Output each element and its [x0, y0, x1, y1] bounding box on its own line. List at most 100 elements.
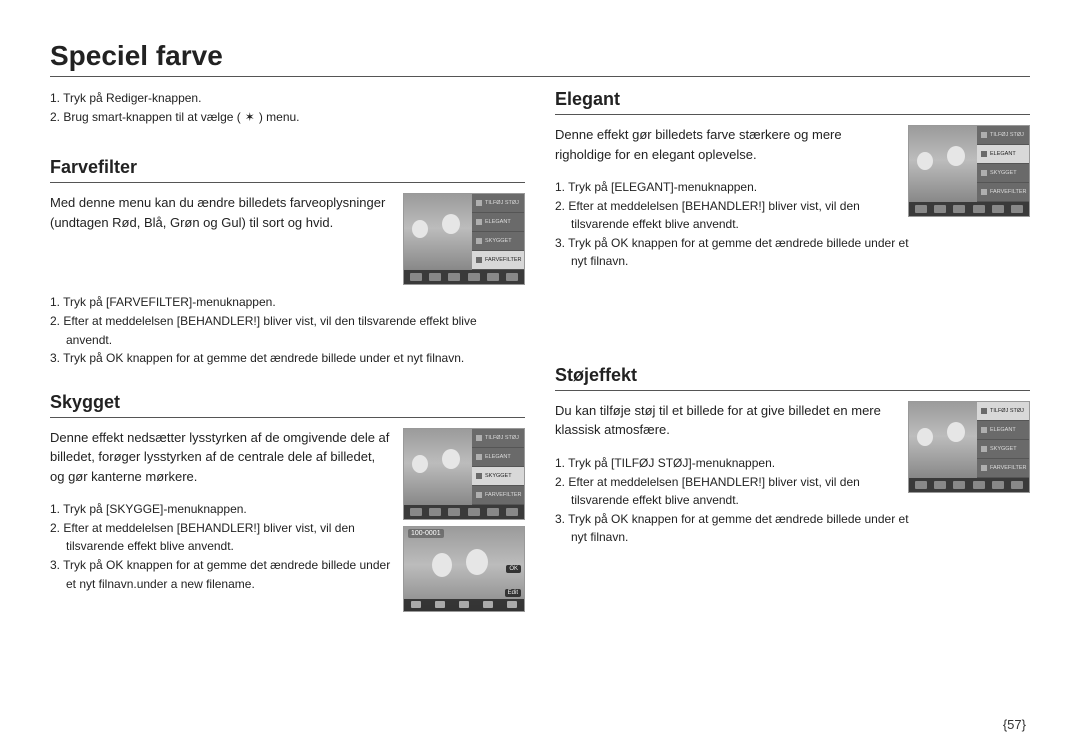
menu-item-icon: [981, 151, 987, 157]
farvefilter-step-1: 1. Tryk på [FARVEFILTER]-menuknappen.: [66, 293, 525, 312]
intro-step-1: 1. Tryk på Rediger-knappen.: [50, 89, 525, 108]
elegant-screenshot: TILFØJ STØJ ELEGANT SKYGGET FARVEFILTER: [908, 125, 1030, 217]
page-title: Speciel farve: [50, 40, 1030, 77]
cam-menu-item: SKYGGET: [472, 232, 524, 251]
menu-item-label: TILFØJ STØJ: [485, 200, 519, 206]
menu-item-icon: [981, 189, 987, 195]
menu-item-label: TILFØJ STØJ: [990, 408, 1024, 414]
right-column: Elegant TILFØJ STØJ ELEGANT SKYGGET FARVEFI…: [555, 89, 1030, 625]
menu-item-label: FARVEFILTER: [485, 492, 521, 498]
skygget-step-2: 2. Efter at meddelelsen [BEHANDLER!] bli…: [66, 519, 393, 556]
cam-menu: TILFØJ STØJ ELEGANT SKYGGET FARVEFILTER: [472, 429, 524, 505]
menu-item-icon: [476, 454, 482, 460]
menu-item-label: ELEGANT: [990, 427, 1016, 433]
page-number: {57}: [1003, 717, 1026, 732]
elegant-step-3: 3. Tryk på OK knappen for at gemme det æ…: [571, 234, 925, 271]
intro-step-2-post: ) menu.: [259, 108, 300, 127]
cam-menu-item: TILFØJ STØJ: [472, 429, 524, 448]
menu-item-icon: [981, 465, 987, 471]
skygget-body: Denne effekt nedsætter lysstyrken af de …: [50, 428, 525, 617]
menu-item-icon: [981, 446, 987, 452]
cam-menu-item: SKYGGET: [977, 164, 1029, 183]
farvefilter-heading: Farvefilter: [50, 157, 525, 183]
menu-item-label: TILFØJ STØJ: [990, 132, 1024, 138]
menu-item-icon: [981, 170, 987, 176]
cam-photo: [404, 194, 472, 270]
left-column: 1. Tryk på Rediger-knappen. 2. Brug smar…: [50, 89, 525, 625]
cam-menu-item: FARVEFILTER: [977, 183, 1029, 202]
menu-item-icon: [476, 492, 482, 498]
stoj-step-3: 3. Tryk på OK knappen for at gemme det æ…: [571, 510, 925, 547]
stoj-heading: Støjeffekt: [555, 365, 1030, 391]
skygget-desc: Denne effekt nedsætter lysstyrken af de …: [50, 428, 393, 487]
cam-photo: [909, 402, 977, 478]
cam-menu: TILFØJ STØJ ELEGANT SKYGGET FARVEFILTER: [977, 402, 1029, 478]
menu-item-icon: [981, 427, 987, 433]
cam-menu-item: ELEGANT: [977, 145, 1029, 164]
menu-item-label: SKYGGET: [485, 238, 512, 244]
cam-menu-item: SKYGGET: [977, 440, 1029, 459]
result-bottom-bar: [404, 599, 524, 611]
cam-menu-item: ELEGANT: [977, 421, 1029, 440]
cam-bottom-bar: [404, 270, 524, 284]
menu-item-label: FARVEFILTER: [485, 257, 521, 263]
cam-menu-item: ELEGANT: [472, 213, 524, 232]
cam-bottom-bar: [909, 478, 1029, 492]
menu-item-label: ELEGANT: [485, 454, 511, 460]
intro-steps: 1. Tryk på Rediger-knappen. 2. Brug smar…: [50, 89, 525, 127]
cam-menu-item: ELEGANT: [472, 448, 524, 467]
result-counter: 100-0001: [408, 529, 444, 538]
menu-item-icon: [476, 257, 482, 263]
intro-step-2-pre: 2. Brug smart-knappen til at vælge (: [50, 108, 241, 127]
menu-item-label: SKYGGET: [485, 473, 512, 479]
menu-item-icon: [476, 200, 482, 206]
stoj-step-2: 2. Efter at meddelelsen [BEHANDLER!] bli…: [571, 473, 925, 510]
menu-item-label: TILFØJ STØJ: [485, 435, 519, 441]
skygget-result-screenshot: 100-0001 OK Edit: [403, 526, 525, 612]
skygget-steps: 1. Tryk på [SKYGGE]-menuknappen. 2. Efte…: [50, 500, 393, 593]
farvefilter-body: Med denne menu kan du ændre billedets fa…: [50, 193, 525, 285]
cam-menu-item: FARVEFILTER: [472, 486, 524, 505]
cam-bottom-bar: [909, 202, 1029, 216]
cam-menu-item: SKYGGET: [472, 467, 524, 486]
result-ok-label: OK: [506, 565, 521, 573]
star-icon: ✶: [245, 108, 255, 127]
cam-menu-item: FARVEFILTER: [977, 459, 1029, 478]
cam-menu: TILFØJ STØJ ELEGANT SKYGGET FARVEFILTER: [472, 194, 524, 270]
stoj-step-1: 1. Tryk på [TILFØJ STØJ]-menuknappen.: [571, 454, 925, 473]
menu-item-label: FARVEFILTER: [990, 189, 1026, 195]
content-columns: 1. Tryk på Rediger-knappen. 2. Brug smar…: [50, 89, 1030, 625]
menu-item-icon: [476, 238, 482, 244]
skygget-screenshot: TILFØJ STØJ ELEGANT SKYGGET FARVEFILTER: [403, 428, 525, 520]
stoj-body: TILFØJ STØJELEGANTSKYGGETFARVEFILTER Du …: [555, 401, 1030, 571]
skygget-step-1: 1. Tryk på [SKYGGE]-menuknappen.: [66, 500, 393, 519]
farvefilter-step-2: 2. Efter at meddelelsen [BEHANDLER!] bli…: [66, 312, 525, 349]
farvefilter-step-3: 3. Tryk på OK knappen for at gemme det æ…: [66, 349, 525, 368]
cam-bottom-bar: [404, 505, 524, 519]
menu-item-label: ELEGANT: [485, 219, 511, 225]
farvefilter-steps: 1. Tryk på [FARVEFILTER]-menuknappen. 2.…: [50, 293, 525, 367]
cam-menu: TILFØJ STØJ ELEGANT SKYGGET FARVEFILTER: [977, 126, 1029, 202]
result-edit-label: Edit: [505, 589, 521, 597]
cam-menu-item: TILFØJ STØJ: [472, 194, 524, 213]
menu-item-label: ELEGANT: [990, 151, 1016, 157]
menu-item-icon: [981, 132, 987, 138]
elegant-step-2: 2. Efter at meddelelsen [BEHANDLER!] bli…: [571, 197, 925, 234]
menu-item-label: SKYGGET: [990, 170, 1017, 176]
menu-item-label: FARVEFILTER: [990, 465, 1026, 471]
stoj-screenshot: TILFØJ STØJ ELEGANT SKYGGET FARVEFILTER: [908, 401, 1030, 493]
cam-menu-item: TILFØJ STØJ: [977, 402, 1029, 421]
intro-step-2: 2. Brug smart-knappen til at vælge ( ✶ )…: [50, 108, 525, 127]
farvefilter-screenshot: TILFØJ STØJ ELEGANT SKYGGET FARVEFILTER: [403, 193, 525, 285]
elegant-heading: Elegant: [555, 89, 1030, 115]
elegant-steps: 1. Tryk på [ELEGANT]-menuknappen. 2. Eft…: [555, 178, 925, 271]
menu-item-icon: [476, 473, 482, 479]
cam-menu-item: TILFØJ STØJ: [977, 126, 1029, 145]
skygget-images: TILFØJ STØJ ELEGANT SKYGGET FARVEFILTER 100…: [403, 428, 525, 617]
menu-item-label: SKYGGET: [990, 446, 1017, 452]
cam-menu-item: FARVEFILTER: [472, 251, 524, 270]
menu-item-icon: [981, 408, 987, 414]
menu-item-icon: [476, 219, 482, 225]
cam-photo: [404, 429, 472, 505]
stoj-steps: 1. Tryk på [TILFØJ STØJ]-menuknappen. 2.…: [555, 454, 925, 547]
